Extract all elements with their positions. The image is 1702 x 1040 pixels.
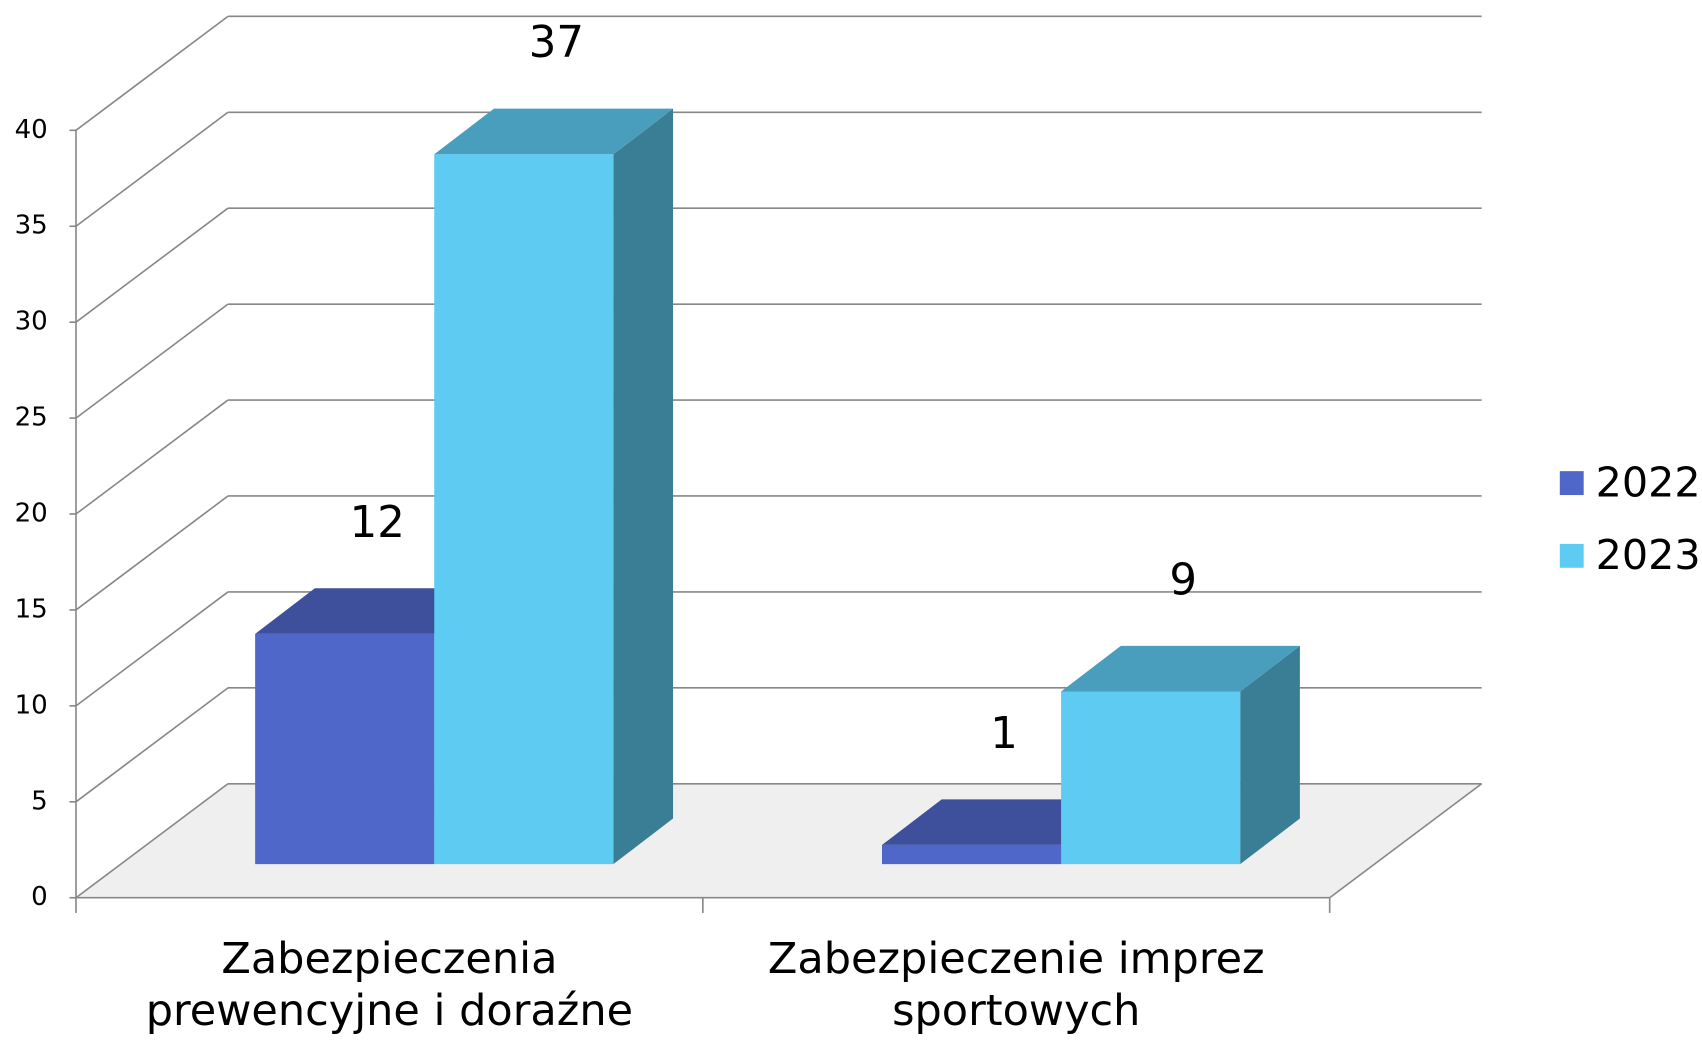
- bar-front: [1061, 691, 1240, 864]
- y-tick-label: 15: [15, 594, 48, 624]
- y-tick-label: 20: [15, 499, 48, 529]
- y-tick-label: 40: [15, 115, 48, 145]
- y-tick-label: 25: [15, 403, 48, 433]
- y-tick-label: 35: [15, 211, 48, 241]
- grid-line: [76, 592, 228, 706]
- legend-label: 2023: [1596, 531, 1701, 579]
- y-tick-label: 0: [31, 882, 48, 912]
- chart-area: 0 5 10 15 20 25 30 35 40 12 37 1 9 2022 2023 Zabezpiec…: [0, 0, 1702, 1040]
- y-tick-label: 5: [31, 786, 48, 816]
- bar: [1061, 646, 1300, 864]
- grid-line: [76, 208, 228, 322]
- y-tick-label: 30: [15, 307, 48, 337]
- chart: 0 5 10 15 20 25 30 35 40 12 37 1 9 2022 2023: [0, 0, 1702, 1040]
- grid-line: [76, 16, 228, 130]
- value-label: 1: [990, 709, 1018, 759]
- x-tick-label: Zabezpieczenie imprez sportowych: [766, 933, 1266, 1037]
- bar-side: [613, 109, 673, 864]
- grid-line: [76, 400, 228, 514]
- legend-swatch: [1560, 471, 1584, 495]
- legend-label: 2022: [1596, 458, 1701, 506]
- legend-swatch: [1560, 544, 1584, 568]
- grid-line: [76, 112, 228, 226]
- value-label: 37: [529, 18, 584, 68]
- grid-line: [76, 304, 228, 418]
- bar: [434, 109, 673, 864]
- y-tick-label: 10: [15, 690, 48, 720]
- bar-front: [255, 634, 434, 864]
- bar-front: [434, 154, 613, 864]
- value-label: 12: [350, 498, 405, 548]
- grid-line: [76, 688, 228, 802]
- grid-line: [76, 496, 228, 610]
- value-label: 9: [1169, 555, 1197, 605]
- bar-front: [882, 845, 1061, 864]
- x-tick-label: Zabezpieczenia prewencyjne i doraźne: [139, 933, 639, 1037]
